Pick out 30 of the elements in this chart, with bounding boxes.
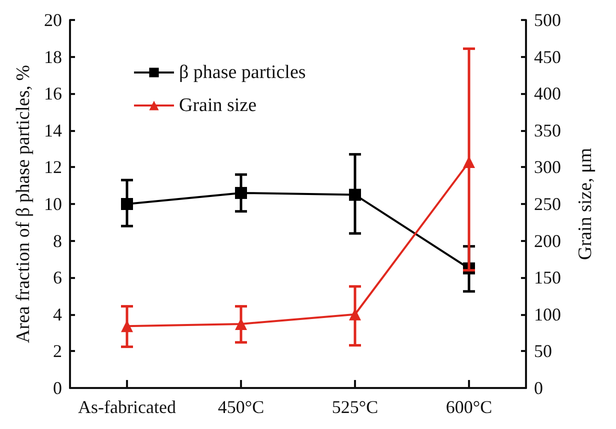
y2-axis-title: Grain size, μm — [575, 148, 596, 260]
y-tick-label: 6 — [53, 268, 62, 288]
y2-tick-label: 350 — [534, 120, 561, 140]
y2-tick-label: 100 — [534, 304, 561, 324]
y2-tick-label: 200 — [534, 230, 561, 251]
y-tick-label: 20 — [44, 10, 62, 30]
y-tick-label: 14 — [44, 120, 62, 140]
y2-tick-label: 400 — [534, 84, 561, 104]
legend-label: β phase particles — [179, 62, 306, 83]
y2-tick-label: 50 — [534, 341, 552, 362]
y-tick-label: 8 — [53, 230, 62, 251]
x-tick-label: 600°C — [446, 397, 492, 417]
y2-tick-label: 450 — [534, 46, 561, 67]
y-tick-label: 10 — [44, 194, 62, 214]
y-tick-label: 12 — [44, 157, 62, 178]
y-tick-label: 18 — [44, 46, 62, 67]
x-tick-label: 450°C — [218, 397, 264, 417]
y-tick-label: 0 — [53, 378, 62, 398]
x-tick-label: 525°C — [332, 397, 378, 417]
y-tick-label: 16 — [44, 84, 62, 104]
y2-tick-label: 150 — [534, 268, 561, 288]
y-tick-label: 4 — [53, 304, 62, 324]
y2-tick-label: 500 — [534, 10, 561, 30]
y-tick-label: 2 — [53, 341, 62, 362]
y2-tick-label: 300 — [534, 157, 561, 178]
y2-tick-label: 0 — [534, 378, 543, 398]
legend-label: Grain size — [179, 95, 257, 116]
y2-tick-label: 250 — [534, 194, 561, 214]
y-axis-title: Area fraction of β phase particles, % — [13, 64, 34, 344]
x-tick-label: As-fabricated — [78, 397, 176, 417]
